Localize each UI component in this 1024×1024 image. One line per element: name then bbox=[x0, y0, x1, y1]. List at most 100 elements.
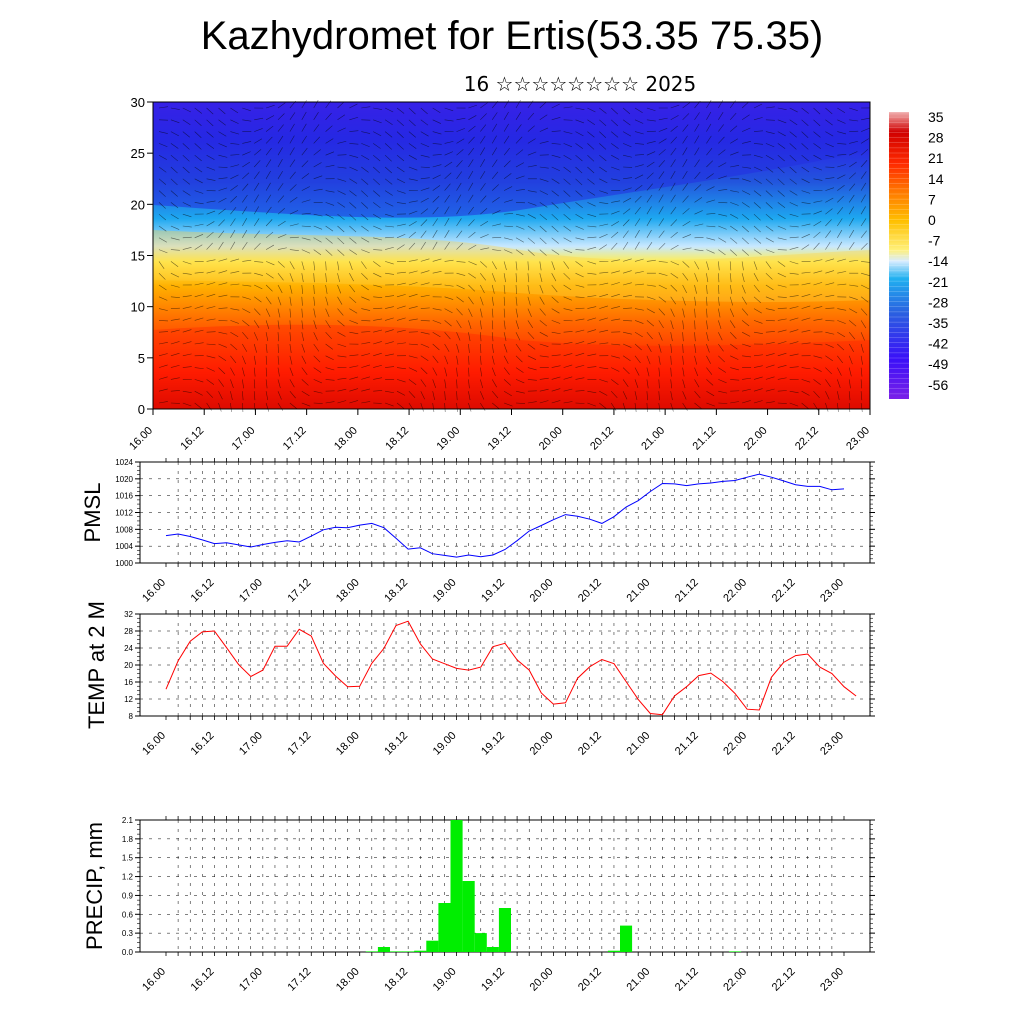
wind-barb bbox=[218, 307, 228, 309]
wind-barb bbox=[587, 236, 597, 239]
wind-barb bbox=[527, 202, 537, 206]
wind-barb bbox=[361, 342, 371, 345]
wind-barb bbox=[634, 355, 641, 364]
wind-barb bbox=[325, 151, 335, 156]
wind-barb bbox=[194, 294, 204, 298]
wind-barb bbox=[682, 332, 684, 342]
wind-barb bbox=[349, 202, 357, 209]
wind-barb bbox=[218, 197, 227, 203]
p3-time-label: 23.00 bbox=[818, 730, 846, 758]
precip-bar bbox=[438, 903, 451, 952]
wind-barb bbox=[206, 221, 215, 227]
wind-barb bbox=[575, 377, 585, 380]
panel-ylabel: TEMP at 2 M bbox=[84, 601, 109, 729]
wind-barb bbox=[551, 190, 560, 197]
wind-barb bbox=[539, 127, 549, 132]
wind-barb bbox=[837, 379, 841, 389]
wind-barb bbox=[741, 249, 750, 256]
wind-barb bbox=[813, 379, 821, 386]
y-tick-label: 1000 bbox=[115, 559, 133, 568]
wind-barb bbox=[182, 202, 192, 207]
wind-barb bbox=[682, 391, 687, 400]
wind-barb bbox=[337, 273, 340, 283]
precip-bar bbox=[377, 947, 390, 952]
wind-barb bbox=[325, 164, 335, 168]
wind-barb bbox=[706, 273, 709, 283]
wind-barb bbox=[456, 332, 461, 341]
wind-barb bbox=[634, 402, 637, 412]
wind-barb bbox=[860, 127, 870, 132]
wind-barb bbox=[694, 402, 702, 409]
wind-barb bbox=[289, 249, 299, 251]
wind-barb bbox=[837, 367, 842, 376]
wind-barb bbox=[575, 237, 585, 241]
wind-barb bbox=[301, 111, 307, 120]
wind-barb bbox=[158, 131, 168, 134]
wind-barb bbox=[860, 296, 869, 303]
wind-barb bbox=[194, 190, 204, 194]
wind-barb bbox=[694, 112, 700, 120]
wind-barb bbox=[575, 107, 585, 110]
wind-barb bbox=[670, 194, 676, 203]
wind-barb bbox=[313, 284, 315, 294]
wind-barb bbox=[623, 294, 633, 298]
wind-barb bbox=[682, 135, 688, 144]
wind-barb bbox=[301, 284, 304, 294]
wind-barb bbox=[801, 390, 810, 396]
wind-barb bbox=[848, 332, 856, 340]
wind-barb bbox=[706, 186, 715, 191]
wind-barb bbox=[753, 213, 761, 221]
wind-barb bbox=[813, 306, 823, 309]
wind-barb bbox=[325, 202, 335, 206]
wind-barb bbox=[527, 151, 537, 156]
wind-barb bbox=[539, 202, 548, 208]
wind-barb bbox=[765, 261, 772, 269]
wind-barb bbox=[420, 355, 429, 362]
y-tick-label: 1024 bbox=[115, 458, 133, 467]
wind-barb bbox=[480, 284, 485, 294]
wind-barb bbox=[849, 107, 858, 111]
wind-barb bbox=[408, 242, 416, 250]
wind-barb bbox=[575, 143, 584, 149]
wind-barb bbox=[658, 355, 661, 365]
wind-barb bbox=[480, 124, 487, 132]
wind-barb bbox=[361, 131, 371, 134]
wind-barb bbox=[301, 320, 304, 330]
wind-barb bbox=[408, 200, 418, 203]
wind-barb bbox=[158, 284, 167, 291]
wind-barb bbox=[289, 135, 295, 144]
wind-barb bbox=[706, 199, 716, 203]
wind-barb bbox=[194, 317, 204, 321]
wind-barb bbox=[194, 131, 202, 138]
p3-time-label: 21.00 bbox=[624, 730, 652, 758]
chart-title: Kazhydromet for Ertis(53.35 75.35) bbox=[200, 14, 824, 58]
wind-barb bbox=[801, 342, 811, 345]
wind-barb bbox=[170, 249, 180, 251]
wind-barb bbox=[277, 208, 285, 215]
wind-barb bbox=[837, 195, 844, 203]
wind-barb bbox=[611, 259, 621, 262]
wind-barb bbox=[420, 331, 430, 335]
precip-bar bbox=[620, 925, 633, 952]
wind-barb bbox=[289, 159, 296, 168]
wind-barb bbox=[444, 229, 450, 238]
wind-barb bbox=[623, 177, 633, 180]
p2-time-label: 16.12 bbox=[189, 577, 217, 605]
wind-barb bbox=[503, 249, 513, 254]
wind-barb bbox=[658, 243, 666, 250]
wind-barb bbox=[623, 320, 633, 322]
wind-barb bbox=[349, 178, 358, 184]
precip-bar bbox=[474, 933, 487, 952]
wind-barb bbox=[599, 223, 609, 227]
wind-barb bbox=[765, 284, 774, 291]
wind-barb bbox=[265, 147, 272, 156]
wind-barb bbox=[646, 343, 652, 352]
wind-barb bbox=[849, 308, 858, 314]
wind-barb bbox=[789, 154, 797, 162]
wind-barb bbox=[373, 202, 381, 209]
wind-barb bbox=[551, 354, 561, 357]
wind-barb bbox=[289, 308, 292, 318]
wind-barb bbox=[611, 270, 620, 274]
y-tick-label: 8 bbox=[129, 712, 134, 721]
wind-barb bbox=[765, 353, 775, 357]
